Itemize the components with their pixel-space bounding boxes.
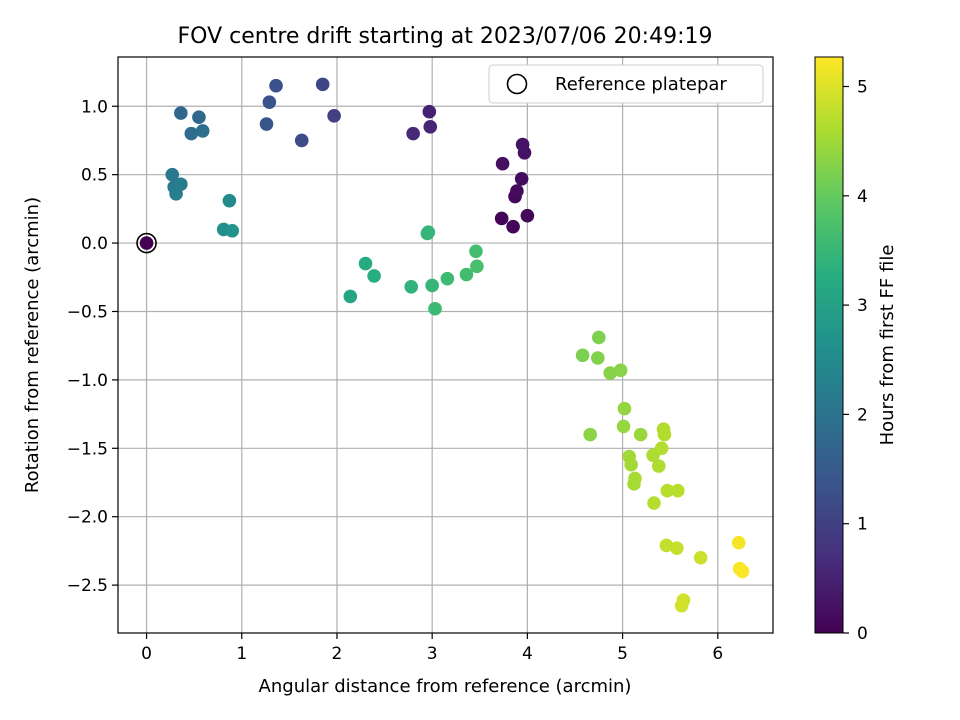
data-point (169, 187, 183, 201)
data-point (422, 104, 437, 119)
x-axis-label: Angular distance from reference (arcmin) (259, 676, 632, 697)
data-point (520, 208, 535, 223)
data-point (624, 457, 638, 472)
data-point (494, 211, 509, 226)
data-point (659, 538, 674, 553)
data-point (654, 441, 669, 456)
colorbar-tick-label: 4 (857, 187, 868, 207)
y-axis-ticks: −2.5 −2.0 −1.5 −1.0 −0.5 0.0 0.5 1.0 (67, 97, 118, 596)
data-point (628, 471, 642, 486)
data-point (514, 171, 529, 186)
x-axis-ticks: 0 1 2 3 4 5 6 (141, 633, 723, 664)
data-point (404, 280, 419, 294)
data-point (657, 427, 672, 442)
chart-title: FOV centre drift starting at 2023/07/06 … (178, 24, 713, 49)
colorbar-tick-label: 3 (857, 296, 868, 316)
data-point (343, 289, 358, 304)
reference-platepar-marker (136, 232, 157, 254)
plot-area (118, 57, 773, 633)
data-point (506, 219, 520, 234)
data-point (670, 541, 684, 555)
data-point (495, 156, 510, 171)
legend: Reference platepar (488, 64, 764, 104)
data-point (647, 496, 661, 510)
y-tick-label: 1.0 (81, 97, 108, 117)
reference-marker-layer (139, 236, 154, 250)
data-point (459, 267, 474, 282)
data-point (259, 117, 274, 131)
data-point (327, 109, 341, 123)
colorbar-tick-label: 5 (857, 78, 868, 98)
y-tick-label: 0.5 (81, 166, 108, 186)
data-point (174, 106, 188, 120)
colorbar-tick-label: 2 (857, 405, 868, 425)
x-tick-label: 0 (141, 644, 152, 664)
data-point (470, 259, 484, 274)
colorbar-ticks: 0 1 2 3 4 5 (843, 78, 868, 644)
data-point (616, 419, 631, 434)
y-tick-label: 0.0 (81, 234, 108, 254)
y-tick-label: −1.0 (67, 371, 108, 391)
data-point (651, 459, 666, 473)
y-tick-label: −2.5 (67, 576, 108, 596)
data-point (269, 78, 283, 93)
data-point (674, 598, 689, 613)
data-point (617, 401, 632, 416)
data-point (670, 483, 685, 498)
data-point (222, 193, 237, 208)
y-axis-label: Rotation from reference (arcmin) (22, 197, 43, 493)
data-point (633, 427, 648, 442)
data-point (591, 330, 606, 345)
colorbar (814, 56, 844, 634)
x-tick-label: 1 (236, 644, 247, 664)
data-point (192, 110, 206, 124)
data-point (693, 550, 708, 565)
x-tick-label: 5 (617, 644, 628, 664)
y-tick-label: −0.5 (67, 302, 108, 322)
x-tick-label: 3 (427, 644, 438, 664)
data-point (425, 278, 439, 293)
data-point (165, 167, 180, 182)
data-point (583, 427, 598, 442)
data-points (136, 77, 750, 613)
data-point (294, 133, 309, 148)
colorbar-tick-label: 0 (857, 624, 868, 644)
data-point (428, 301, 442, 316)
legend-reference-marker-icon (506, 73, 528, 95)
data-point (510, 184, 524, 198)
data-point (225, 223, 240, 238)
data-point (262, 95, 277, 109)
x-tick-label: 2 (332, 644, 343, 664)
data-point (406, 126, 420, 141)
data-point (469, 244, 483, 259)
data-point (195, 124, 210, 138)
data-point (423, 119, 438, 134)
data-point (367, 269, 381, 283)
data-point (315, 77, 330, 92)
data-point (515, 137, 530, 152)
y-tick-label: −1.5 (67, 439, 108, 459)
legend-box (488, 64, 764, 104)
data-point (358, 256, 373, 271)
colorbar-tick-label: 1 (857, 515, 868, 535)
data-point (660, 483, 675, 498)
data-point (591, 351, 605, 365)
data-point (603, 366, 618, 380)
data-point (440, 271, 455, 286)
plot-frame (117, 56, 774, 634)
reference-point (139, 236, 154, 250)
data-point (735, 564, 750, 579)
data-point (421, 225, 436, 239)
data-point (731, 535, 746, 550)
data-point (613, 363, 628, 378)
data-point (575, 348, 590, 363)
data-point (184, 126, 199, 141)
legend-entry-reference-platepar: Reference platepar (555, 74, 727, 95)
x-tick-label: 4 (522, 644, 533, 664)
colorbar-label: Hours from first FF file (877, 245, 898, 446)
x-tick-label: 6 (712, 644, 723, 664)
y-tick-label: −2.0 (67, 508, 108, 528)
